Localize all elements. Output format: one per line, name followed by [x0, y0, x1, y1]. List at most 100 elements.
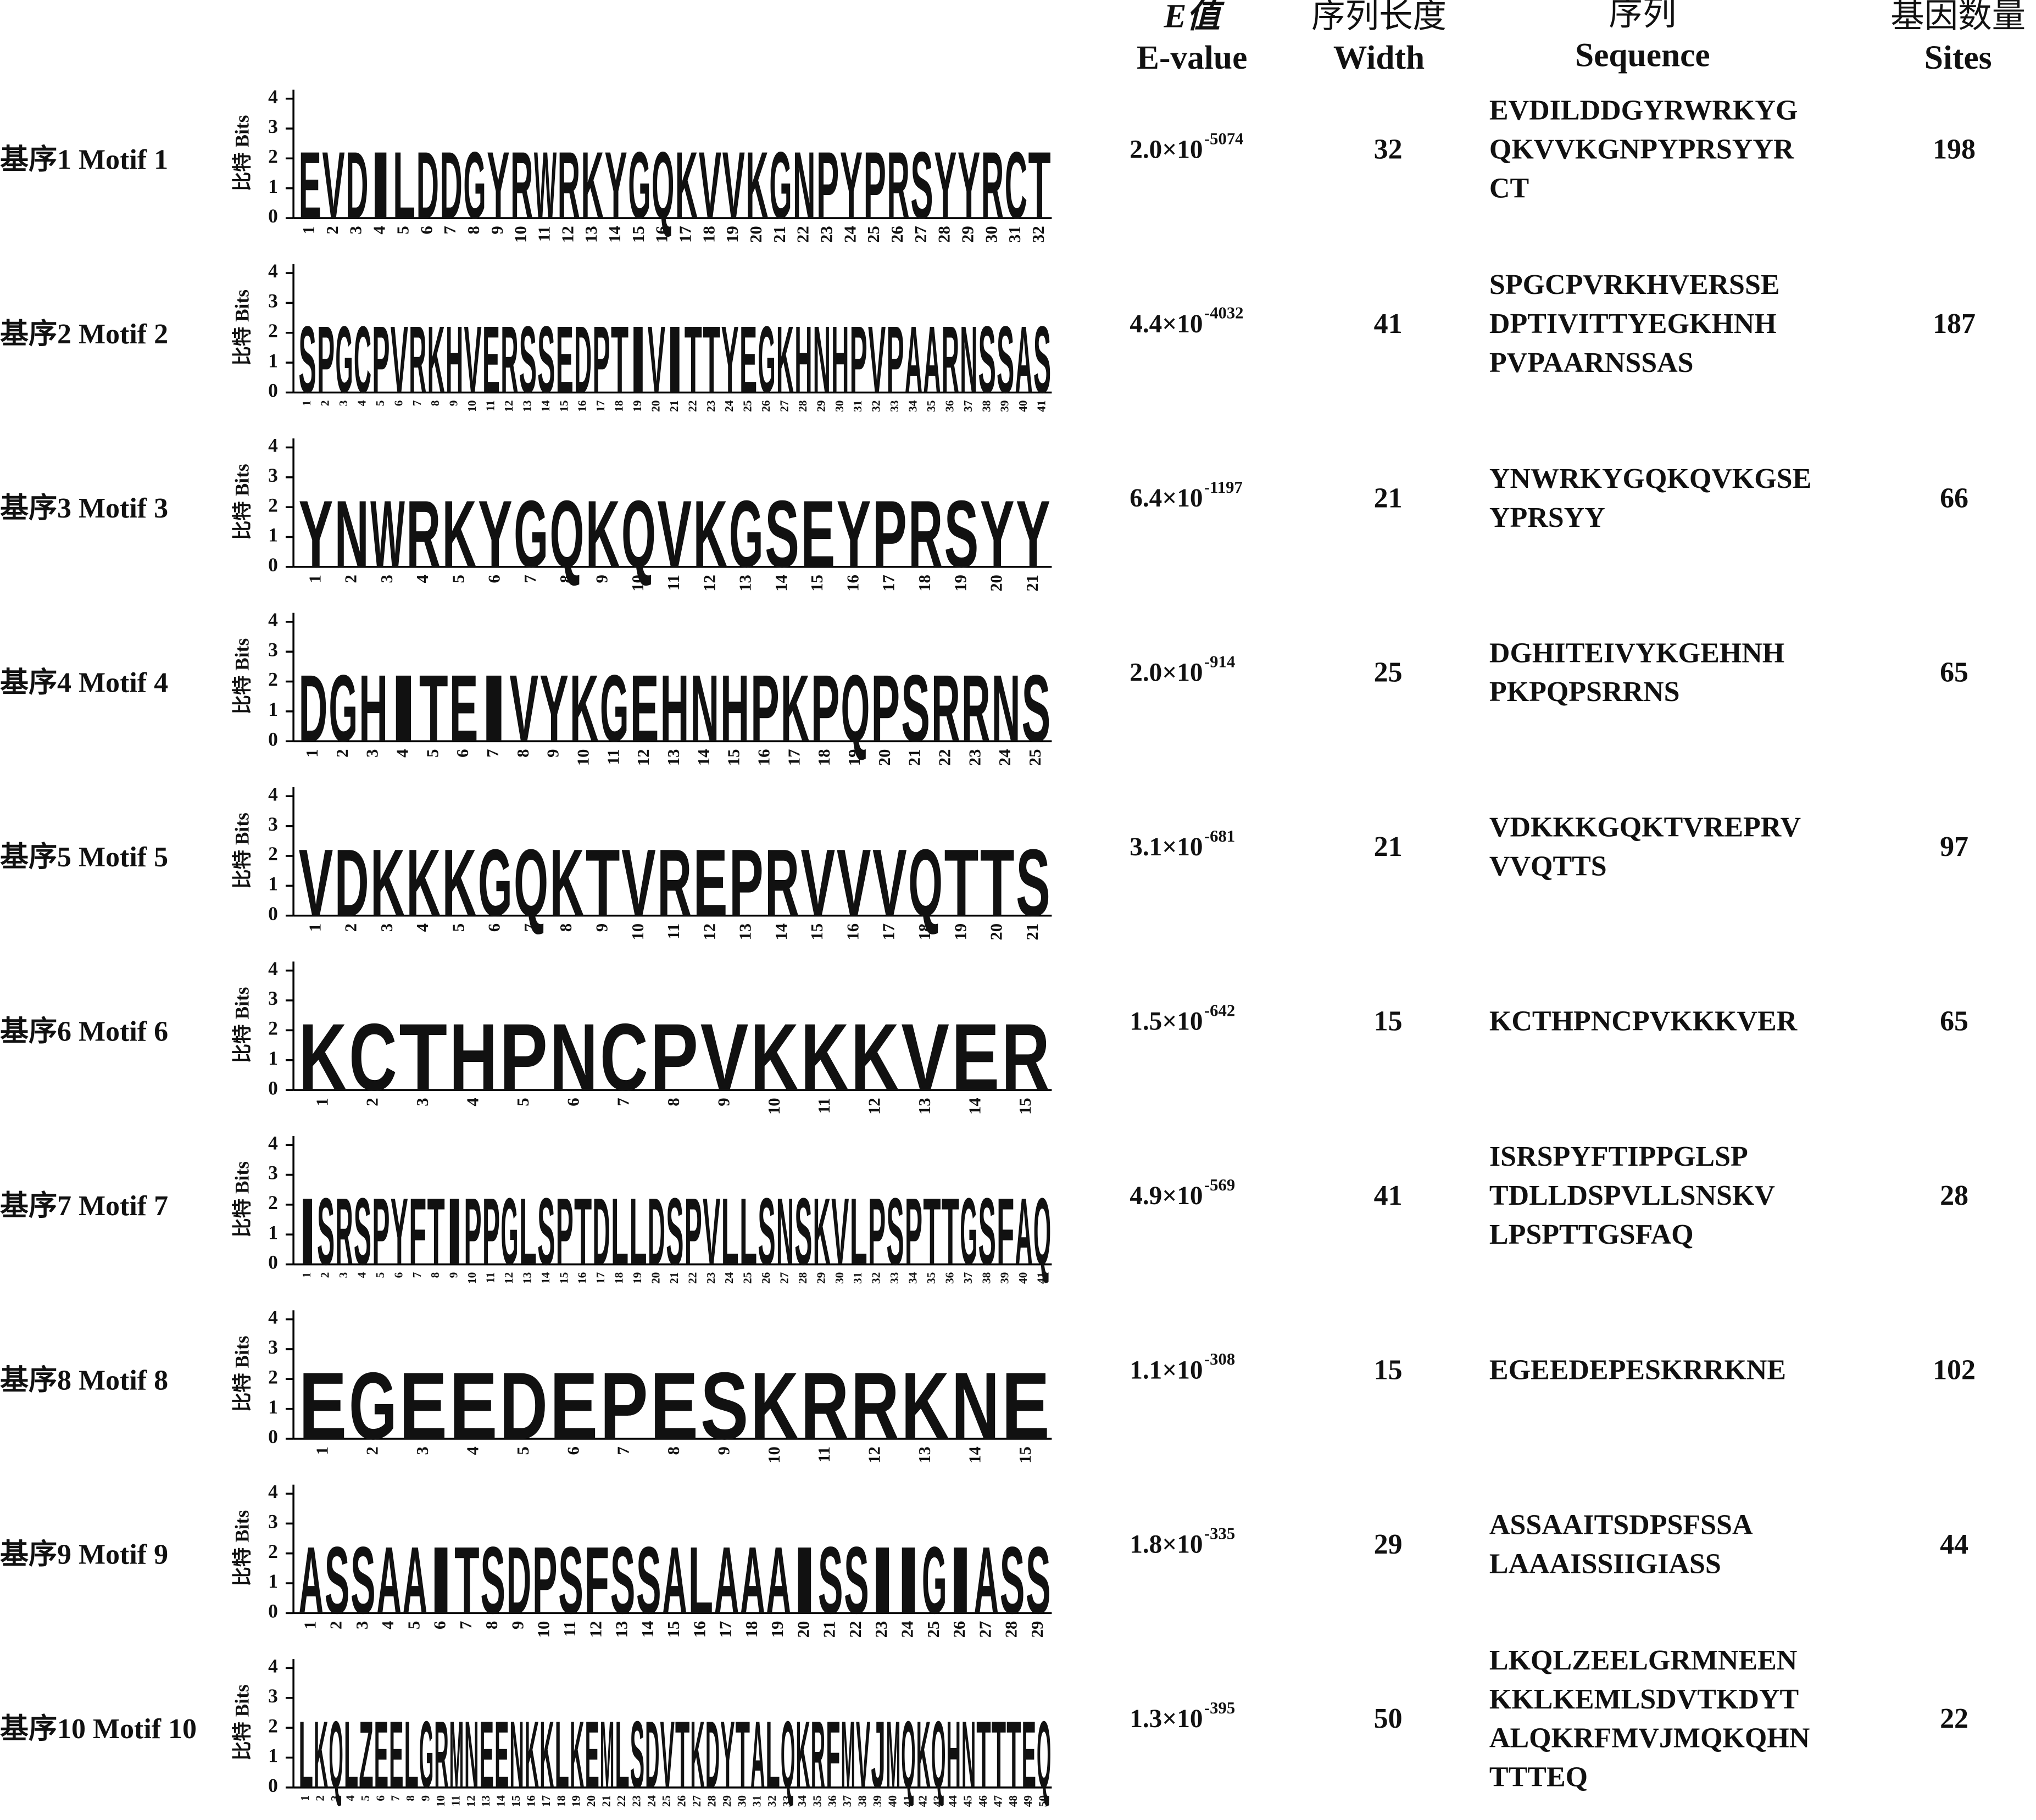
- position-label: 25: [864, 226, 883, 243]
- logo-tick-label: 1: [268, 873, 278, 895]
- logo-letter: R: [800, 1353, 849, 1460]
- logo-letter: S: [818, 1527, 843, 1634]
- position-label: 25: [1026, 749, 1044, 766]
- position-label: 40: [886, 1795, 899, 1807]
- position-label: 33: [888, 1272, 901, 1284]
- position-label: 4: [464, 1098, 482, 1106]
- position-label: 16: [755, 749, 774, 766]
- position-label: 2: [327, 1621, 346, 1629]
- logo-letter: K: [570, 1701, 584, 1808]
- logo-letter: A: [1015, 1178, 1033, 1284]
- position-label: 25: [741, 400, 754, 412]
- logo-letter: E: [550, 1353, 598, 1460]
- logo-letter: P: [556, 1178, 574, 1284]
- position-label: 12: [634, 749, 653, 766]
- logo-letter: S: [354, 1178, 371, 1284]
- position-label: 33: [888, 400, 901, 412]
- position-label: 20: [649, 400, 662, 412]
- position-label: 38: [980, 400, 993, 412]
- header-seq-en: Sequence: [1575, 36, 1710, 74]
- logo-letter: E: [389, 1701, 403, 1808]
- logo-letter: H: [449, 1004, 498, 1111]
- position-label: 21: [770, 226, 789, 243]
- evalue-exponent: -1197: [1204, 478, 1243, 497]
- logo-letter: V: [868, 306, 886, 413]
- position-label: 34: [906, 1272, 920, 1284]
- position-label: 16: [653, 226, 671, 243]
- logo-letter: F: [826, 1701, 840, 1808]
- logo-letter: R: [657, 830, 692, 937]
- logo-tick-label: 0: [268, 554, 278, 576]
- logo-letter: T: [675, 1701, 689, 1808]
- position-label: 7: [521, 923, 539, 932]
- position-label: 2: [363, 1446, 382, 1455]
- logo-tick-label: 3: [268, 115, 278, 137]
- logo-letter: P: [750, 656, 780, 762]
- position-label: 28: [705, 1795, 718, 1807]
- position-label: 10: [434, 1795, 447, 1807]
- position-label: 37: [961, 400, 975, 412]
- logo-letter: C: [354, 306, 371, 413]
- position-label: 22: [846, 1621, 865, 1638]
- evalue-exponent: -4032: [1204, 304, 1244, 322]
- logo-letter: P: [650, 1004, 698, 1111]
- logo-letter: D: [335, 830, 369, 937]
- logo-letter: K: [581, 133, 604, 239]
- position-label: 1: [305, 575, 324, 583]
- position-label: 14: [539, 1272, 552, 1284]
- sequence-line: VVQTTS: [1489, 851, 1607, 882]
- position-label: 6: [453, 749, 472, 758]
- logo-tick-label: 4: [268, 609, 278, 631]
- logo-letter: N: [690, 656, 719, 762]
- logo-letter: S: [666, 1178, 683, 1284]
- position-label: 19: [768, 1621, 787, 1638]
- logo-tick-label: 3: [268, 638, 278, 660]
- position-label: 25: [741, 1272, 754, 1284]
- logo-letter: K: [690, 1701, 704, 1808]
- logo-tick-label: 0: [268, 205, 278, 227]
- position-label: 7: [457, 1621, 475, 1629]
- logo-letter: T: [992, 1701, 1006, 1808]
- logo-letter: S: [537, 1178, 555, 1284]
- logo-letter: K: [750, 1353, 799, 1460]
- logo-letter: S: [901, 656, 930, 762]
- position-label: 6: [374, 1795, 387, 1801]
- position-label: 4: [370, 226, 389, 234]
- logo-letter: S: [910, 133, 933, 239]
- width: 32: [1374, 133, 1403, 165]
- logo-letter: S: [1026, 1527, 1050, 1634]
- logo-letter: S: [997, 306, 1014, 413]
- position-label: 15: [629, 226, 648, 243]
- position-label: 20: [747, 226, 765, 243]
- sites: 65: [1940, 1006, 1968, 1037]
- logo-letter: I: [896, 1527, 921, 1634]
- logo-letter: Q: [652, 133, 674, 239]
- logo-letter: L: [688, 1527, 713, 1634]
- logo-letter: V: [621, 830, 656, 937]
- logo-letter: G: [335, 306, 353, 413]
- logo-letter: N: [793, 133, 815, 239]
- logo-letter: S: [978, 306, 996, 413]
- position-label: 12: [865, 1446, 884, 1463]
- position-label: 1: [298, 1795, 311, 1801]
- sites: 198: [1933, 133, 1976, 165]
- logo-tick-label: 2: [268, 494, 278, 516]
- position-label: 29: [1028, 1621, 1047, 1638]
- evalue-exponent: -335: [1204, 1524, 1235, 1543]
- logo-letter: D: [299, 656, 328, 762]
- logo-letter: E: [800, 481, 835, 588]
- logo-letter: Q: [781, 1701, 795, 1808]
- logo-letter: M: [449, 1701, 464, 1808]
- position-label: 3: [413, 1446, 432, 1455]
- logo-letter: D: [593, 1178, 610, 1284]
- position-label: 15: [664, 1621, 683, 1638]
- position-label: 11: [664, 923, 683, 939]
- logo-letter: K: [539, 1701, 554, 1808]
- logo-letter: I: [792, 1527, 817, 1634]
- logo-letter: L: [766, 1701, 780, 1808]
- logo-letter: K: [370, 830, 405, 937]
- position-label: 17: [716, 1621, 735, 1638]
- position-label: 10: [628, 923, 647, 940]
- logo-letter: T: [399, 1004, 447, 1111]
